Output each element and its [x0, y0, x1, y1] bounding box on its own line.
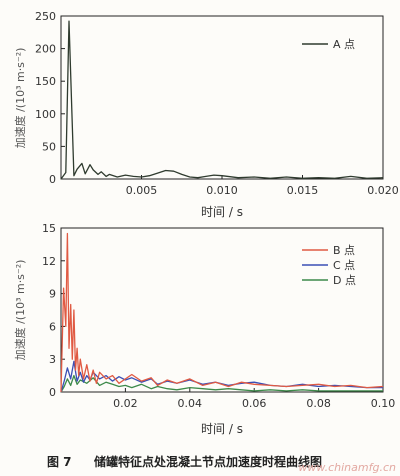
- y-tick-label: 6: [49, 320, 56, 333]
- chart-bcd-y-ticks: 0 3 6 9 12 15: [42, 222, 65, 399]
- y-tick-label: 100: [35, 108, 56, 121]
- y-tick-label: 15: [42, 222, 56, 235]
- y-tick-label: 150: [35, 75, 56, 88]
- series-line-b: [60, 232, 384, 393]
- figure-number: 图 7: [47, 455, 72, 469]
- chart-bcd-x-axis-title: 时间 / s: [201, 422, 243, 436]
- x-tick-label: 0.02: [113, 397, 138, 410]
- x-tick-label: 0.06: [242, 397, 267, 410]
- x-tick-label: 0.010: [206, 184, 238, 197]
- chart-a-y-ticks: 0 50 100 150 200 250: [35, 10, 65, 186]
- chart-a-series: [60, 20, 384, 180]
- y-tick-label: 9: [49, 288, 56, 301]
- y-tick-label: 200: [35, 43, 56, 56]
- legend-label-b: B 点: [333, 244, 355, 257]
- chart-bcd-y-axis-title: 加速度 /(10³ m·s⁻²): [13, 260, 27, 361]
- chart-a-legend: A 点: [302, 38, 355, 51]
- chart-a-y-axis-title: 加速度 /(10³ m·s⁻²): [13, 48, 27, 149]
- x-tick-label: 0.04: [178, 397, 203, 410]
- y-tick-label: 50: [42, 140, 56, 153]
- legend-label-c: C 点: [333, 259, 355, 272]
- chart-bcd-legend: B 点 C 点 D 点: [302, 244, 356, 287]
- x-tick-label: 0.10: [371, 397, 396, 410]
- x-tick-label: 0.020: [367, 184, 399, 197]
- figure-caption: 储罐特征点处混凝土节点加速度时程曲线图: [94, 454, 322, 469]
- y-tick-label: 3: [49, 353, 56, 366]
- x-tick-label: 0.005: [126, 184, 158, 197]
- y-tick-label: 0: [49, 386, 56, 399]
- series-line-a: [60, 20, 384, 180]
- legend-label-a: A 点: [333, 38, 355, 51]
- chart-a: 加速度 /(10³ m·s⁻²) 时间 / s 050100150200250 …: [13, 10, 399, 219]
- y-tick-label: 0: [49, 173, 56, 186]
- y-tick-label: 12: [42, 255, 56, 268]
- watermark-text: www.chinamfg.cn: [298, 461, 396, 474]
- x-tick-label: 0.08: [306, 397, 331, 410]
- x-tick-label: 0.015: [287, 184, 319, 197]
- chart-bcd-series: [60, 232, 384, 393]
- chart-bcd-x-ticks: 0.02 0.04 0.06 0.08 0.10: [113, 388, 395, 410]
- series-line-d: [60, 374, 383, 393]
- legend-label-d: D 点: [333, 274, 356, 287]
- chart-a-x-axis-title: 时间 / s: [201, 205, 243, 219]
- y-tick-label: 250: [35, 10, 56, 23]
- chart-bcd-frame: [60, 227, 384, 393]
- chart-a-x-ticks: 0.005 0.010 0.015 0.020: [126, 175, 399, 197]
